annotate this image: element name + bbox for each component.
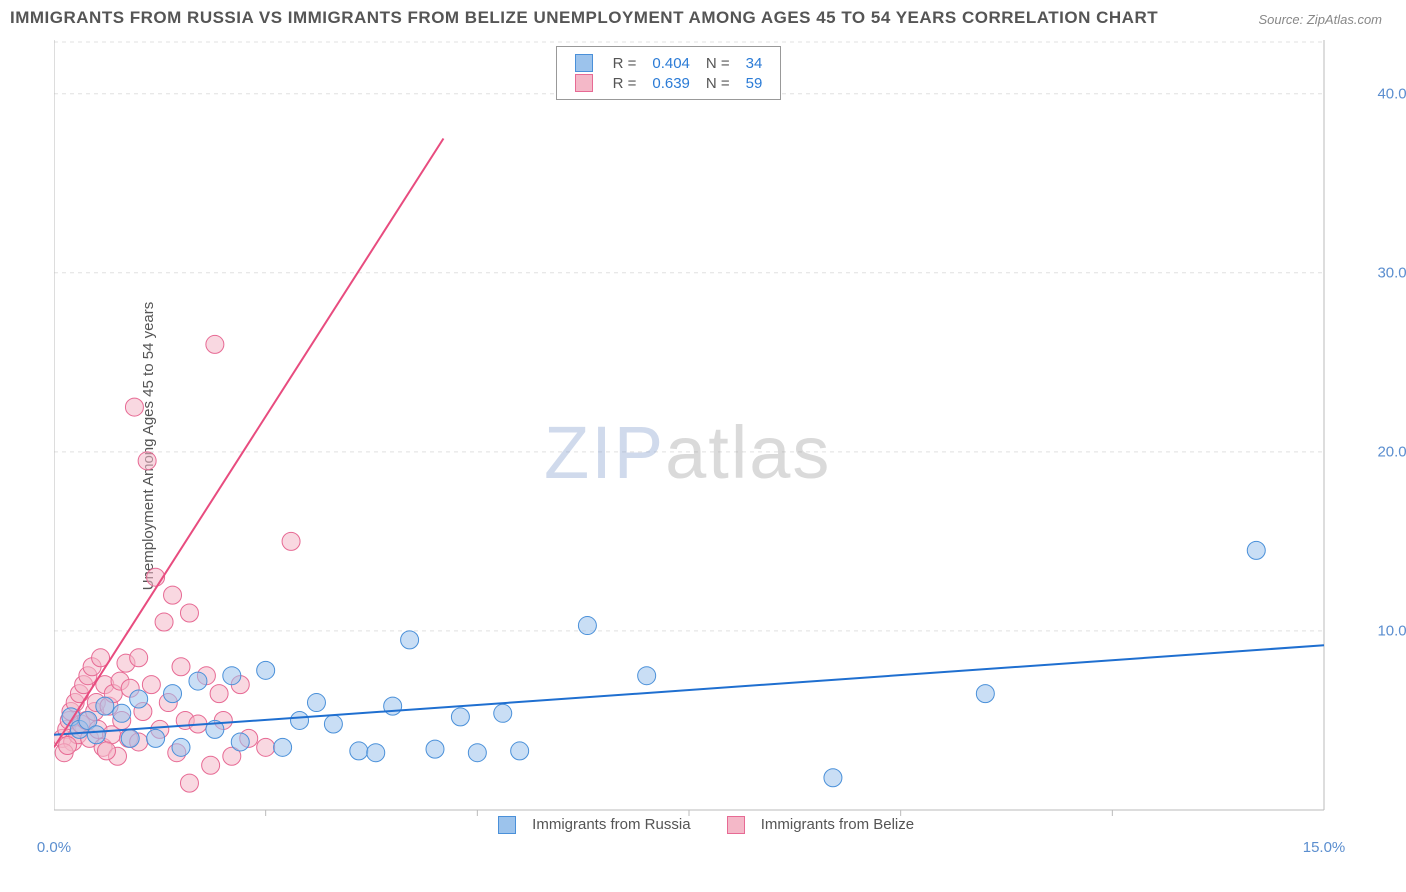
y-tick: 30.0% [1377,264,1406,281]
y-tick: 40.0% [1377,85,1406,102]
scatter-chart [54,40,1374,830]
series-legend: Immigrants from Russia Immigrants from B… [474,816,926,834]
correlation-legend: R =0.404N =34R =0.639N =59 [556,46,782,100]
plot-area: ZIPatlas R =0.404N =34R =0.639N =59 Immi… [54,40,1374,830]
chart-title: IMMIGRANTS FROM RUSSIA VS IMMIGRANTS FRO… [10,8,1158,28]
x-tick: 15.0% [1303,839,1346,856]
x-tick: 0.0% [37,839,71,856]
source-label: Source: ZipAtlas.com [1258,12,1382,27]
y-tick: 20.0% [1377,443,1406,460]
y-tick: 10.0% [1377,622,1406,639]
